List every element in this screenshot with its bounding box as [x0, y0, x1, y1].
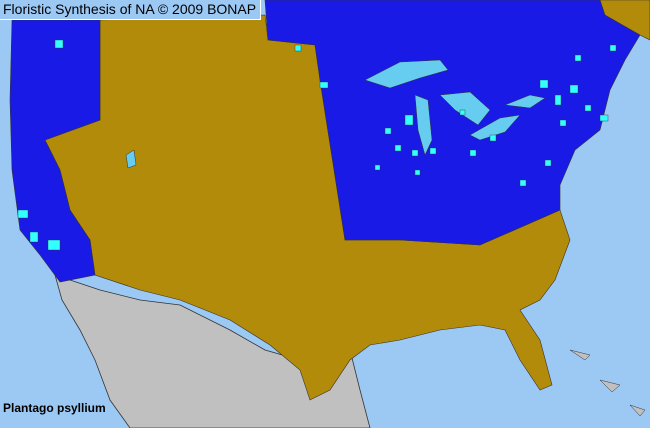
- absent-region-northeast: [599, 0, 650, 41]
- present-counties: [17, 39, 617, 251]
- great-lakes: [125, 59, 546, 169]
- map-title: Floristic Synthesis of NA © 2009 BONAP: [0, 0, 262, 20]
- present-region-west: [9, 19, 101, 283]
- species-name: Plantago psyllium: [3, 401, 106, 415]
- islands: [569, 349, 646, 417]
